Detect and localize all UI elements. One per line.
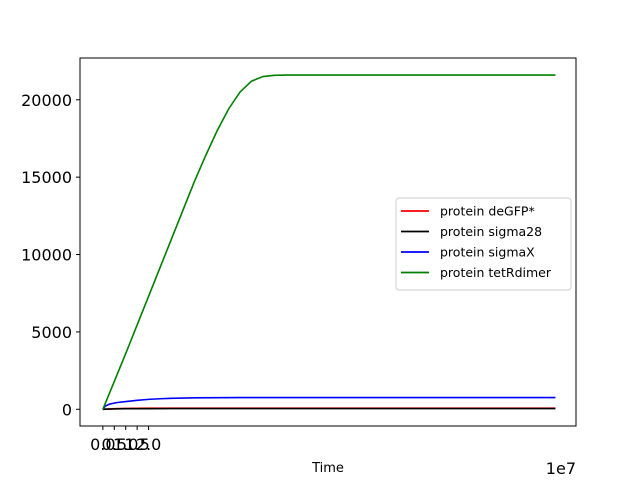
series-line-1 <box>102 407 556 411</box>
x-tick-label: 1.5 <box>124 435 149 454</box>
plot-area <box>102 74 556 411</box>
series-line-2 <box>102 396 556 410</box>
y-tick-label: 5000 <box>31 323 72 342</box>
x-tick-label: 0.0 <box>90 435 115 454</box>
legend-box <box>395 197 572 291</box>
y-tick-label: 15000 <box>21 168 72 187</box>
x-tick-label: 1.0 <box>113 435 138 454</box>
plot-frame <box>79 57 577 427</box>
x-axis-title: Time <box>311 461 344 476</box>
x-tick-label: 2.0 <box>136 435 161 454</box>
legend-label: protein deGFP* <box>440 204 535 219</box>
legend: protein deGFP* protein sigma28 protein sig… <box>395 197 572 291</box>
y-tick-label: 20000 <box>21 91 72 110</box>
x-offset-label: 1e7 <box>546 459 576 478</box>
y-tick-label: 0 <box>62 400 72 419</box>
legend-label: protein tetRdimer <box>440 265 552 280</box>
legend-label: protein sigma28 <box>440 224 542 239</box>
x-tick-label: 0.5 <box>102 435 127 454</box>
legend-label: protein sigmaX <box>440 245 535 260</box>
series-line-3 <box>102 74 556 410</box>
y-tick-label: 10000 <box>21 246 72 265</box>
axes-ticks: 0.00.51.01.52.0 0 5000 10000 15000 20000 <box>21 91 161 454</box>
